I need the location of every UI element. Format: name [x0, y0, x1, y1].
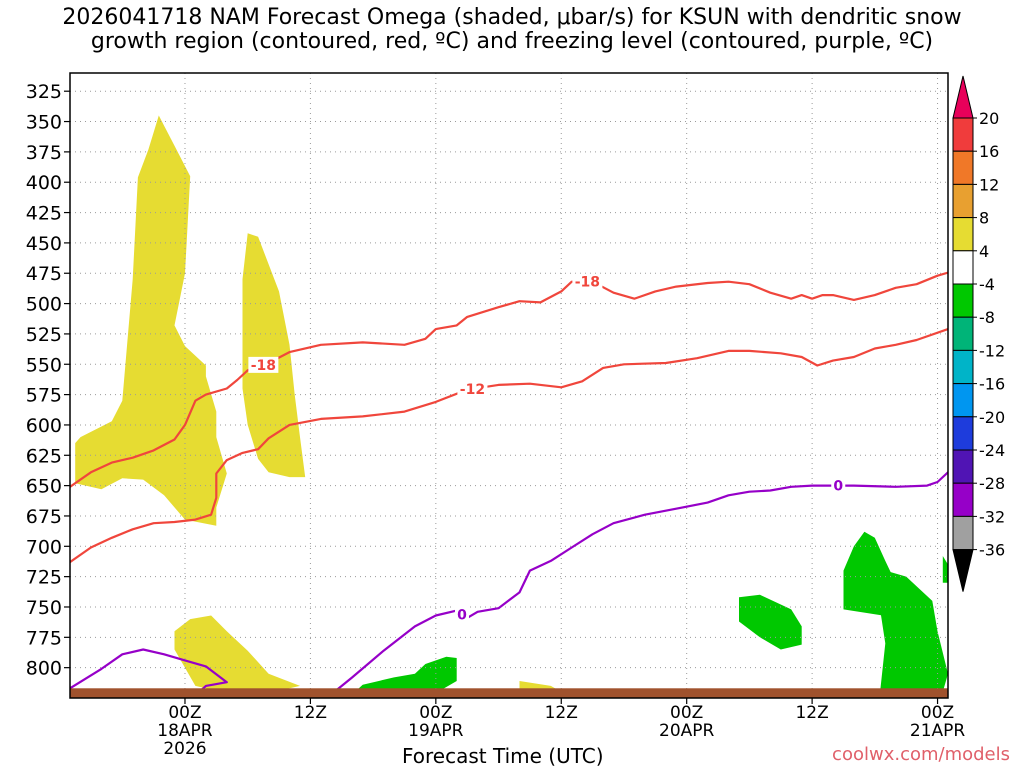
- x-tick-label-4: 00Z: [670, 703, 703, 723]
- contour-freezing-level: [70, 471, 948, 697]
- y-tick-label-575: 575: [26, 385, 62, 407]
- colorbar-tick-label-2: 12: [979, 175, 999, 194]
- contour-dgz-warm: [70, 327, 948, 564]
- y-tick-label-700: 700: [26, 536, 62, 558]
- y-tick-label-400: 400: [26, 172, 62, 194]
- y-tick-label-450: 450: [26, 233, 62, 255]
- colorbar: 20 16 12 8 4 -4 -8 -12 -16 -20 -24 -28 -32 -36: [952, 75, 1005, 592]
- colorbar-segment-10: [952, 416, 974, 451]
- contour-label-dgz-cold-a: -18: [251, 358, 276, 374]
- colorbar-tick-label-5: -4: [979, 275, 995, 294]
- y-tick-label-725: 725: [26, 567, 62, 589]
- colorbar-tick-label-0: 20: [979, 109, 999, 128]
- y-tick-label-500: 500: [26, 294, 62, 316]
- colorbar-arrow-top: [952, 75, 974, 119]
- terrain-ground: [70, 688, 948, 698]
- y-tick-label-325: 325: [26, 81, 62, 103]
- colorbar-segment-1: [952, 117, 974, 152]
- omega-region-lift-upper-left: [75, 115, 227, 526]
- x-tick-label-3: 12Z: [545, 703, 578, 723]
- colorbar-segment-9: [952, 383, 974, 418]
- x-tick-label-2: 00Z: [419, 703, 452, 723]
- contour-label-dgz-warm-a: -12: [460, 382, 485, 398]
- colorbar-segment-7: [952, 316, 974, 351]
- x-axis-title: Forecast Time (UTC): [402, 744, 604, 768]
- contour-label-dgz-cold-b: -18: [575, 275, 600, 291]
- colorbar-tick-label-12: -32: [979, 507, 1005, 526]
- colorbar-tick-label-11: -28: [979, 474, 1005, 493]
- colorbar-tick-label-3: 8: [979, 209, 989, 228]
- contour-label-freezing-level-a: 0: [457, 607, 467, 623]
- contour-label-bg-dgz-cold-a: [248, 356, 279, 373]
- x-date-label-4: 20APR: [659, 721, 715, 741]
- y-tick-label-475: 475: [26, 263, 62, 285]
- plot-frame: [69, 72, 949, 699]
- colorbar-segment-8: [952, 349, 974, 385]
- colorbar-tick-label-8: -16: [979, 375, 1005, 394]
- colorbar-tick-label-7: -12: [979, 341, 1005, 360]
- colorbar-arrow-bottom: [952, 549, 974, 592]
- omega-region-sink-mid-right: [739, 594, 802, 650]
- x-year-label-0: 2026: [163, 739, 206, 759]
- contour-dgz-cold: [70, 271, 948, 488]
- x-date-label-2: 19APR: [408, 721, 464, 741]
- terrain-layer: [70, 688, 948, 698]
- credit-text: coolwx.com/models: [832, 744, 1010, 765]
- colorbar-segment-6: [952, 283, 974, 318]
- y-tick-label-800: 800: [26, 658, 62, 680]
- y-tick-label-600: 600: [26, 415, 62, 437]
- colorbar-tick-label-1: 16: [979, 142, 999, 161]
- y-tick-label-750: 750: [26, 597, 62, 619]
- y-tick-label-375: 375: [26, 142, 62, 164]
- contour-label-bg-freezing-level-b: [831, 477, 846, 494]
- x-tick-label-5: 12Z: [795, 703, 828, 723]
- omega-region-lift-low-left: [174, 615, 300, 694]
- y-tick-label-425: 425: [26, 203, 62, 225]
- omega-region-lift-upper-right: [242, 233, 306, 478]
- y-tick-label-625: 625: [26, 445, 62, 467]
- x-tick-label-6: 00Z: [921, 703, 954, 723]
- omega-region-sink-low-mid: [352, 656, 457, 695]
- x-date-label-0: 18APR: [157, 721, 213, 741]
- colorbar-segment-4: [952, 217, 974, 252]
- y-tick-label-550: 550: [26, 354, 62, 376]
- chart-title: 2026041718 NAM Forecast Omega (shaded, μ…: [0, 6, 1024, 54]
- omega-shading-layer: [75, 115, 948, 695]
- y-tick-label-775: 775: [26, 627, 62, 649]
- y-tick-label-525: 525: [26, 324, 62, 346]
- title-line-2: growth region (contoured, red, ºC) and f…: [90, 29, 934, 54]
- colorbar-segment-2: [952, 150, 974, 185]
- grid-layer: [70, 73, 948, 698]
- colorbar-tick-label-10: -24: [979, 441, 1005, 460]
- y-tick-label-675: 675: [26, 506, 62, 528]
- y-tick-label-650: 650: [26, 476, 62, 498]
- contour-label-bg-dgz-cold-b: [572, 273, 603, 290]
- contour-label-freezing-level-b: 0: [833, 479, 843, 495]
- x-tick-label-0: 00Z: [168, 703, 201, 723]
- omega-region-sink-right-tall: [843, 531, 917, 620]
- colorbar-segment-11: [952, 449, 974, 484]
- colorbar-segment-13: [952, 515, 974, 551]
- title-line-1: 2026041718 NAM Forecast Omega (shaded, μ…: [62, 5, 962, 30]
- colorbar-tick-label-4: 4: [979, 242, 989, 261]
- contour-label-bg-dgz-warm-a: [457, 380, 488, 397]
- contour-label-bg-freezing-level-a: [454, 606, 469, 623]
- colorbar-tick-label-13: -36: [979, 541, 1005, 560]
- x-date-label-6: 21APR: [910, 721, 966, 741]
- colorbar-segment-12: [952, 482, 974, 517]
- y-axis: 325 350 375 400 425 450 475 500 525 550 575 600 625 6…: [26, 81, 70, 680]
- colorbar-tick-label-9: -20: [979, 408, 1005, 427]
- x-tick-label-1: 12Z: [294, 703, 327, 723]
- colorbar-segment-5: [952, 250, 974, 285]
- omega-region-sink-edge: [942, 556, 948, 583]
- colorbar-tick-label-6: -8: [979, 308, 995, 327]
- colorbar-segment-3: [952, 183, 974, 219]
- contour-layer: -12 -18 -18 0 0: [70, 271, 948, 697]
- y-tick-label-350: 350: [26, 112, 62, 134]
